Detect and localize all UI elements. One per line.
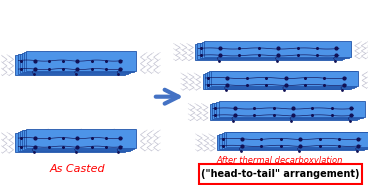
FancyBboxPatch shape: [207, 72, 354, 88]
FancyBboxPatch shape: [24, 130, 134, 149]
FancyBboxPatch shape: [217, 134, 364, 150]
FancyBboxPatch shape: [203, 74, 349, 89]
Text: ("head-to-tail" arrangement): ("head-to-tail" arrangement): [201, 169, 360, 179]
FancyBboxPatch shape: [204, 41, 351, 57]
FancyBboxPatch shape: [224, 132, 370, 148]
FancyBboxPatch shape: [211, 71, 358, 86]
FancyBboxPatch shape: [197, 43, 344, 59]
FancyBboxPatch shape: [219, 134, 366, 150]
FancyBboxPatch shape: [20, 54, 130, 73]
FancyBboxPatch shape: [202, 42, 349, 57]
Text: As Casted: As Casted: [50, 164, 105, 174]
FancyBboxPatch shape: [17, 132, 128, 151]
FancyBboxPatch shape: [26, 129, 136, 148]
FancyBboxPatch shape: [195, 44, 342, 60]
FancyBboxPatch shape: [210, 104, 356, 120]
FancyBboxPatch shape: [205, 73, 352, 89]
FancyBboxPatch shape: [222, 133, 369, 149]
FancyBboxPatch shape: [22, 53, 132, 72]
FancyBboxPatch shape: [26, 52, 136, 71]
FancyBboxPatch shape: [22, 130, 132, 150]
FancyBboxPatch shape: [15, 133, 125, 152]
Text: After thermal decarboxylation: After thermal decarboxylation: [216, 156, 343, 165]
FancyBboxPatch shape: [17, 54, 128, 74]
FancyBboxPatch shape: [20, 131, 130, 151]
FancyBboxPatch shape: [212, 103, 359, 119]
FancyBboxPatch shape: [24, 52, 134, 72]
FancyBboxPatch shape: [209, 71, 356, 87]
FancyBboxPatch shape: [226, 132, 373, 147]
FancyBboxPatch shape: [200, 43, 346, 58]
FancyBboxPatch shape: [199, 164, 362, 184]
FancyBboxPatch shape: [15, 55, 125, 75]
FancyBboxPatch shape: [214, 103, 361, 118]
FancyBboxPatch shape: [218, 101, 366, 117]
FancyBboxPatch shape: [217, 102, 363, 118]
